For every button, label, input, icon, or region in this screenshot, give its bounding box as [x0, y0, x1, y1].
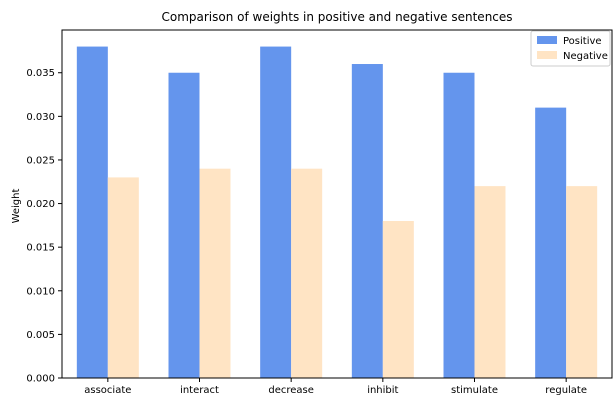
x-tick-label: regulate	[545, 385, 587, 396]
y-tick-label: 0.025	[26, 155, 55, 166]
y-tick-label: 0.000	[26, 374, 55, 385]
x-tick-label: associate	[84, 385, 131, 396]
plot-frame	[61, 29, 613, 379]
legend-swatch-negative	[537, 51, 557, 59]
bar-negative-stimulate	[474, 186, 506, 378]
x-tick-label: stimulate	[451, 385, 498, 396]
legend-label-negative: Negative	[563, 51, 608, 62]
bar-negative-regulate	[566, 186, 598, 378]
y-tick-label: 0.010	[26, 286, 55, 297]
bar-negative-associate	[107, 177, 139, 378]
bar-negative-decrease	[291, 168, 323, 378]
bar-positive-associate	[76, 46, 108, 378]
x-tick-label: interact	[180, 385, 219, 396]
y-tick-label: 0.030	[26, 112, 55, 123]
bar-positive-regulate	[535, 107, 567, 379]
y-tick-label: 0.020	[26, 199, 55, 210]
x-axis-ticks: associate interact decrease inhibit stimulat…	[84, 378, 587, 396]
bar-positive-decrease	[260, 46, 292, 378]
x-tick-label: inhibit	[367, 385, 398, 396]
legend: Positive Negative	[530, 30, 611, 67]
chart-title: Comparison of weights in positive and ne…	[161, 10, 512, 24]
bar-negative-interact	[199, 168, 231, 378]
y-axis-label: Weight	[11, 189, 22, 224]
y-tick-label: 0.015	[26, 243, 55, 254]
bar-positive-stimulate	[443, 72, 475, 379]
bar-positive-inhibit	[351, 64, 383, 379]
y-tick-label: 0.005	[26, 330, 55, 341]
y-axis-ticks: 0.000 0.005 0.010 0.015 0.020 0.025 0.030 0.035	[26, 68, 62, 385]
bar-negative-inhibit	[382, 221, 414, 378]
y-tick-label: 0.035	[26, 68, 55, 79]
bar-positive-interact	[168, 72, 200, 379]
legend-label-positive: Positive	[563, 36, 602, 47]
legend-swatch-positive	[537, 36, 557, 44]
bars-group	[76, 46, 598, 379]
x-tick-label: decrease	[268, 385, 314, 396]
